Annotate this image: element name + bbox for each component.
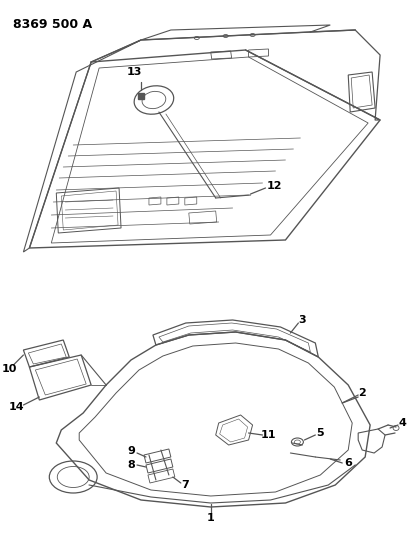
Text: 7: 7	[181, 480, 188, 490]
Text: 4: 4	[398, 418, 406, 428]
Text: 2: 2	[358, 388, 366, 398]
Text: 11: 11	[261, 430, 276, 440]
Text: 6: 6	[344, 458, 352, 468]
Text: 12: 12	[267, 181, 282, 191]
Text: 8369 500 A: 8369 500 A	[13, 18, 93, 31]
Text: 1: 1	[207, 513, 215, 523]
Text: 3: 3	[299, 315, 306, 325]
Text: 8: 8	[127, 460, 135, 470]
Text: 13: 13	[126, 67, 142, 77]
Text: 5: 5	[317, 428, 324, 438]
Text: 9: 9	[127, 446, 135, 456]
Text: 10: 10	[2, 364, 17, 374]
Text: 14: 14	[9, 402, 24, 412]
